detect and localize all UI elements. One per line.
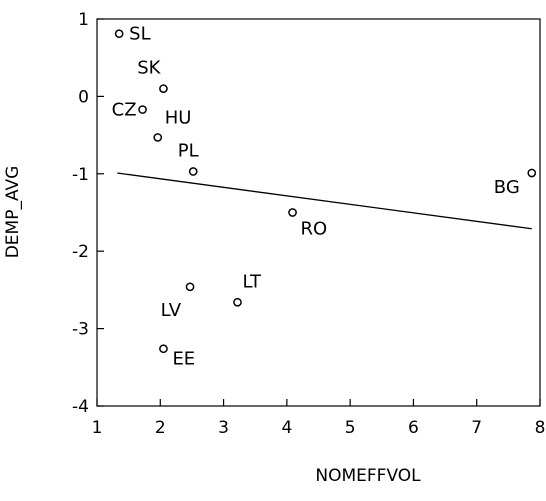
point-label: EE [172,349,195,370]
x-tick-label: 3 [218,418,229,438]
x-axis: 1 2 3 4 5 6 7 8 [92,399,546,438]
y-tick-label: -3 [72,320,89,340]
data-point [288,208,297,217]
point-label: SK [137,58,161,79]
y-tick-label: 1 [78,10,89,30]
y-tick-label: 0 [78,87,89,107]
point-label: SL [129,24,150,45]
data-point [527,168,537,178]
x-tick-label: 6 [408,418,419,438]
y-tick-label: -4 [72,397,89,417]
x-axis-title: NOMEFFVOL [315,466,421,486]
data-point [159,84,168,94]
data-point [185,282,195,292]
y-axis-title: DEMP_AVG [3,166,23,259]
x-tick-label: 8 [535,418,546,438]
point-label: RO [301,219,328,240]
fit-line-group [117,172,532,230]
data-point [233,297,242,307]
x-tick-label: 4 [281,418,292,438]
x-tick-label: 2 [155,418,166,438]
point-label: LT [242,271,262,292]
point-label: BG [494,177,520,198]
point-label: LV [161,300,182,321]
data-point [138,105,147,114]
x-tick-label: 1 [92,418,103,438]
x-tick-label: 5 [345,418,356,438]
data-point [188,167,198,176]
point-label: PL [178,140,199,161]
y-axis: 1 0 -1 -2 -3 -4 [72,10,104,417]
data-point [153,133,163,142]
data-point [159,344,168,354]
point-label: HU [165,107,192,128]
point-label: CZ [112,100,137,121]
y-tick-label: -1 [72,165,89,185]
data-point [114,29,124,39]
x-tick-label: 7 [471,418,482,438]
plot-frame [96,18,541,407]
y-tick-label: -2 [72,242,89,262]
regression-line [117,172,532,230]
